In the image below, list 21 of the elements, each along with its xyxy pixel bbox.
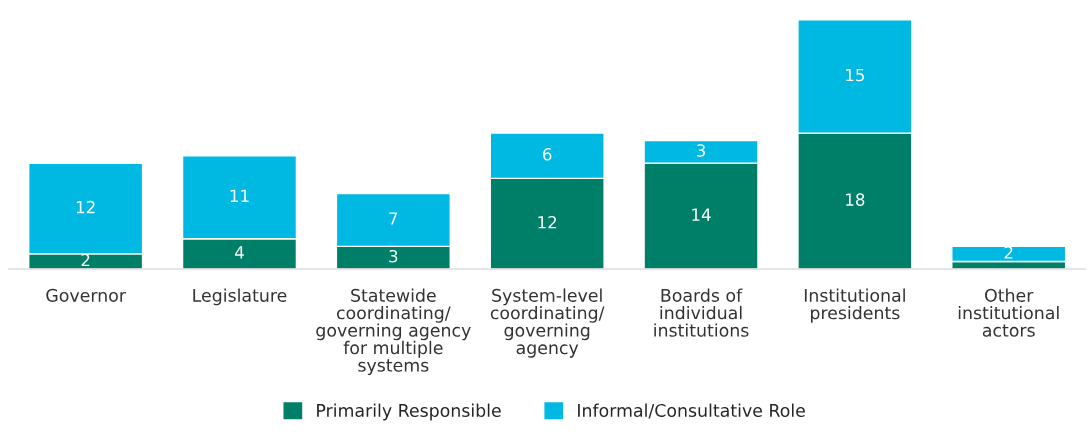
x-tick-label: Institutional presidents [804,288,905,323]
data-label: 3 [696,144,705,157]
x-tick-label: Statewide coordinating/ governing agency for multiple systems [316,288,471,376]
x-tick-label: System-level coordinating/ governing agency [490,288,605,358]
data-label: 14 [692,208,711,221]
x-tick-label: Boards of individual institutions [654,288,749,337]
legend-label: Informal/Consultative Role [578,403,805,419]
legend-label: Primarily Responsible [317,403,501,421]
data-label: 2 [81,253,90,267]
data-label: 18 [846,193,865,206]
data-label: 12 [76,200,95,214]
x-tick-label: Legislature [193,288,287,306]
data-label: 4 [235,246,244,259]
data-label: 11 [230,189,249,202]
x-tick-label: Other institutional actors [958,288,1059,337]
x-tick-label: Governor [46,288,126,302]
data-label: 15 [846,68,865,82]
data-label: 7 [389,212,398,225]
data-label: 3 [389,249,398,263]
data-label: 12 [538,215,557,229]
data-label: 6 [543,147,552,161]
